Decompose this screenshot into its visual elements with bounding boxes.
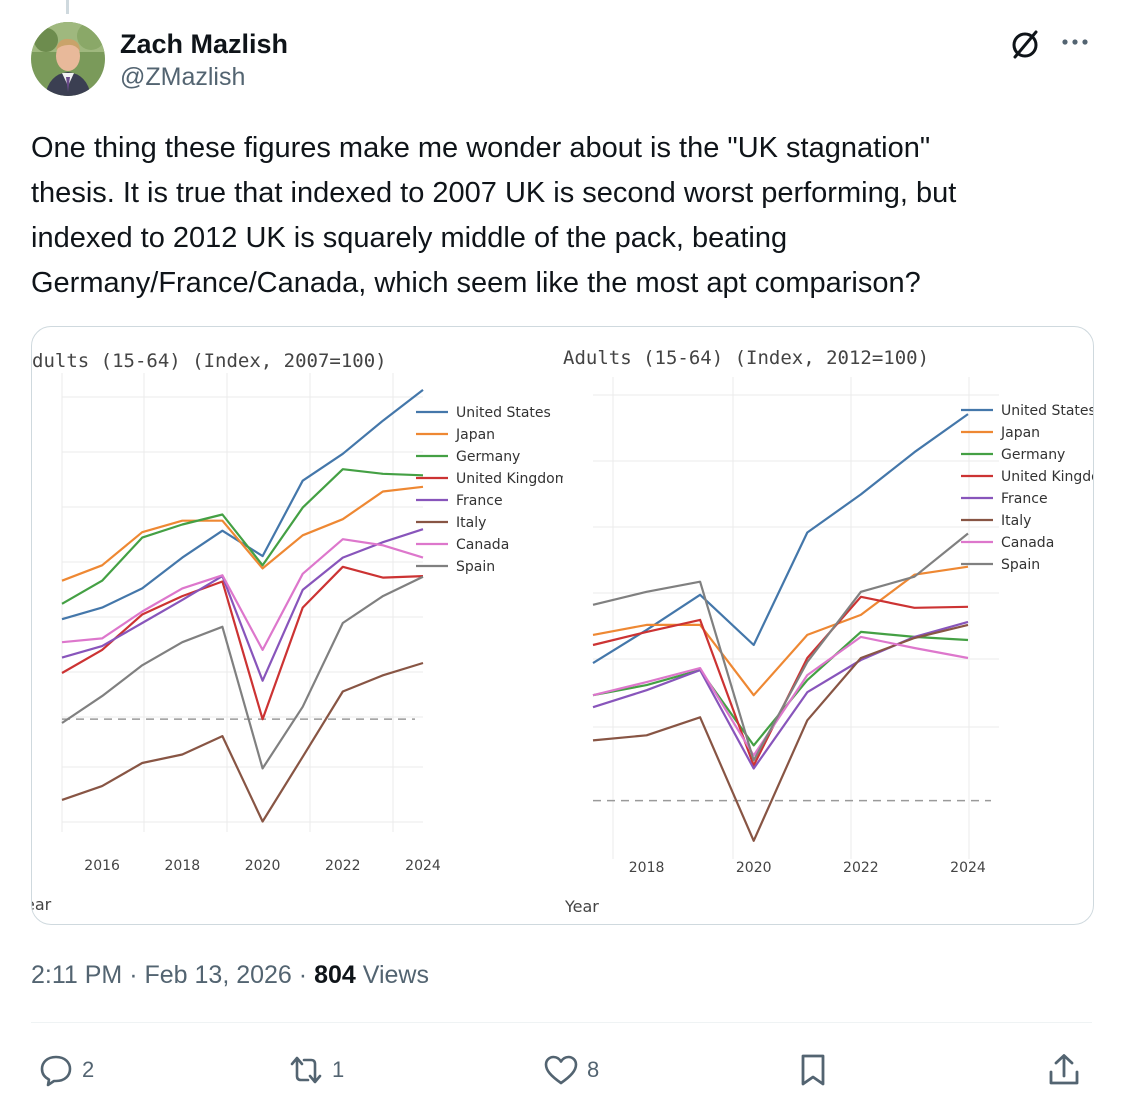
retweet-arrows-icon [290,1056,322,1084]
legend-label: United States [1001,403,1093,419]
tweet-date[interactable]: Feb 13, 2026 [144,961,292,989]
chart-title: dults (15-64) (Index, 2007=100) [32,350,387,372]
x-tick-label: 2020 [736,860,772,876]
meta-separator: · [129,961,138,989]
legend-label: United States [456,405,551,421]
more-dots-icon[interactable] [1056,24,1096,64]
x-tick-label: 2018 [629,860,665,876]
tweet-time[interactable]: 2:11 PM [31,961,123,989]
thread-connector-line [66,0,69,14]
series-line-united-states [61,389,424,621]
like-button[interactable]: 8 [543,1048,599,1092]
x-tick-label: 2024 [950,860,986,876]
legend-label: United Kingdom [1001,469,1093,485]
legend-label: Italy [456,515,486,531]
share-button[interactable] [1046,1048,1082,1092]
meta-separator: · [298,961,308,989]
x-axis-label: ear [32,895,52,914]
x-axis-label: Year [564,897,599,916]
legend: United States Japan Germany United Kingdom F… [416,405,563,575]
avatar[interactable] [31,22,105,96]
legend-label: United Kingdom [456,471,563,487]
share-upload-icon [1049,1054,1079,1085]
series-line-france [61,528,424,682]
legend-label: Germany [456,449,520,465]
series-line-germany [61,468,424,605]
legend-label: Japan [455,427,495,443]
media-image[interactable]: 2016 2018 2020 2022 2024 dults (15-64) (Index… [31,326,1094,925]
x-tick-label: 2018 [165,858,201,874]
reply-count: 2 [82,1057,95,1082]
series-line-canada [61,538,424,651]
repost-button[interactable]: 1 [288,1048,344,1092]
tweet-text: One thing these figures make me wonder a… [31,132,957,299]
legend-label: Canada [456,537,509,553]
legend-label: Japan [1000,425,1040,441]
series-line-japan [61,485,424,582]
bookmark-icon [801,1054,825,1086]
views-label: Views [362,961,429,989]
heart-icon [544,1055,578,1085]
legend-label: Italy [1001,513,1031,529]
series-line-japan [592,565,969,697]
bookmark-button[interactable] [795,1048,831,1092]
legend-label: Spain [456,559,495,575]
slashed-circle-icon[interactable] [1005,24,1045,64]
series-line-united-kingdom [61,565,424,721]
views-count: 804 [314,961,356,989]
x-tick-label: 2020 [245,858,281,874]
series-line-italy [592,623,969,842]
plot-area: 2018 2020 2022 2024 [592,377,999,876]
author-handle[interactable]: @ZMazlish [120,63,246,91]
legend-label: Canada [1001,535,1054,551]
chart-title: Adults (15-64) (Index, 2012=100) [563,347,929,369]
x-tick-label: 2016 [84,858,120,874]
x-tick-label: 2024 [405,858,441,874]
legend-label: France [1001,491,1048,507]
reply-bubble-icon [40,1055,72,1087]
series-line-spain [592,532,969,762]
series-line-france [592,620,969,770]
x-tick-label: 2022 [843,860,879,876]
chart-index-2012: 2018 2020 2022 2024 Adults (15-64) (Index, 2… [563,347,1093,916]
legend-label: Spain [1001,557,1040,573]
reply-button[interactable]: 2 [38,1048,94,1092]
legend: United States Japan Germany United Kingdom F… [961,403,1093,573]
author-name[interactable]: Zach Mazlish [120,29,289,59]
series-line-italy [61,661,424,823]
divider [31,1022,1092,1023]
repost-count: 1 [332,1057,345,1082]
x-tick-label: 2022 [325,858,361,874]
like-count: 8 [587,1057,600,1082]
series-line-spain [61,575,424,770]
chart-index-2007: 2016 2018 2020 2022 2024 dults (15-64) (Index… [32,350,563,914]
legend-label: France [456,493,503,509]
series-line-canada [592,635,969,757]
legend-label: Germany [1001,447,1065,463]
plot-area: 2016 2018 2020 2022 2024 [61,373,441,874]
